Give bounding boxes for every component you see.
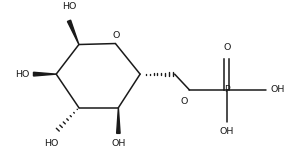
Text: HO: HO [44,139,58,148]
Polygon shape [68,20,79,45]
Text: O: O [113,31,120,40]
Text: O: O [223,43,231,52]
Text: P: P [224,85,230,94]
Text: HO: HO [15,70,30,79]
Text: O: O [180,97,188,106]
Text: OH: OH [111,139,126,148]
Polygon shape [117,108,120,133]
Text: OH: OH [220,128,234,136]
Text: HO: HO [62,2,76,11]
Polygon shape [34,72,56,76]
Text: OH: OH [271,85,285,94]
